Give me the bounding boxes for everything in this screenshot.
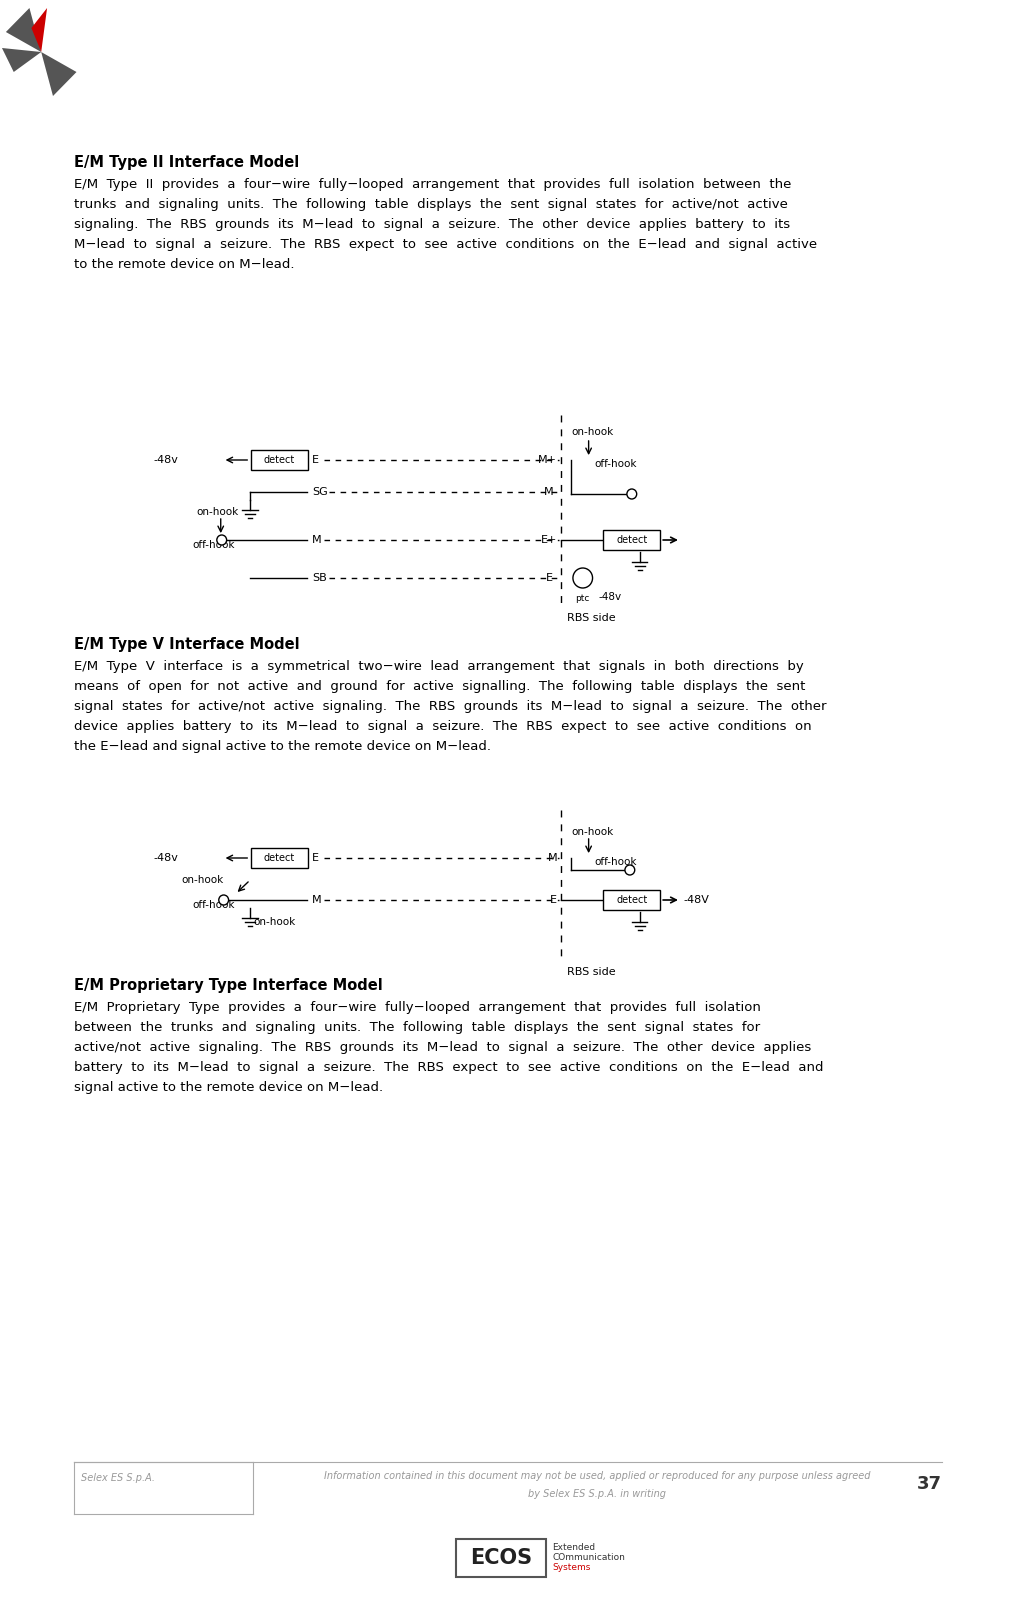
Text: off-hook: off-hook <box>192 899 235 911</box>
Text: E/M Type II Interface Model: E/M Type II Interface Model <box>74 155 299 170</box>
Text: signal active to the remote device on M−lead.: signal active to the remote device on M−… <box>74 1080 383 1093</box>
Text: Extended: Extended <box>552 1542 595 1552</box>
Text: E: E <box>550 894 557 906</box>
Text: RBS side: RBS side <box>567 612 616 624</box>
Text: off-hook: off-hook <box>192 540 235 550</box>
Text: by Selex ES S.p.A. in writing: by Selex ES S.p.A. in writing <box>529 1489 667 1499</box>
Text: COmmunication: COmmunication <box>552 1552 625 1561</box>
Text: E: E <box>312 853 319 862</box>
Text: on-hook: on-hook <box>182 875 224 885</box>
Bar <box>456 1539 546 1577</box>
Text: on-hook: on-hook <box>571 426 614 438</box>
Text: E/M Proprietary Type Interface Model: E/M Proprietary Type Interface Model <box>74 978 382 992</box>
Text: -48V: -48V <box>684 894 710 906</box>
Text: E-: E- <box>546 572 557 583</box>
Text: on-hook: on-hook <box>196 507 239 518</box>
Text: ptc: ptc <box>576 595 590 603</box>
Text: signal  states  for  active/not  active  signaling.  The  RBS  grounds  its  M−l: signal states for active/not active sign… <box>74 701 826 713</box>
Text: Systems: Systems <box>552 1563 591 1571</box>
Text: SB: SB <box>312 572 327 583</box>
Text: detect: detect <box>264 455 295 465</box>
Text: M: M <box>312 535 322 545</box>
Text: on-hook: on-hook <box>253 917 295 927</box>
Text: off-hook: off-hook <box>594 858 637 867</box>
Text: E/M Type V Interface Model: E/M Type V Interface Model <box>74 636 299 652</box>
Text: -48v: -48v <box>154 455 179 465</box>
Text: RBS side: RBS side <box>567 967 616 976</box>
Text: SG: SG <box>312 487 328 497</box>
Text: Information contained in this document may not be used, applied or reproduced fo: Information contained in this document m… <box>325 1472 871 1481</box>
Polygon shape <box>32 8 47 51</box>
Bar <box>251 848 308 867</box>
Text: detect: detect <box>616 894 647 906</box>
Text: trunks  and  signaling  units.  The  following  table  displays  the  sent  sign: trunks and signaling units. The followin… <box>74 199 787 212</box>
Text: E/M  Proprietary  Type  provides  a  four−wire  fully−looped  arrangement  that : E/M Proprietary Type provides a four−wir… <box>74 1000 761 1015</box>
Text: off-hook: off-hook <box>594 458 637 470</box>
Text: Selex ES S.p.A.: Selex ES S.p.A. <box>82 1473 155 1483</box>
Circle shape <box>216 535 227 545</box>
Text: active/not  active  signaling.  The  RBS  grounds  its  M−lead  to  signal  a  s: active/not active signaling. The RBS gro… <box>74 1040 811 1055</box>
Text: E: E <box>312 455 319 465</box>
Text: to the remote device on M−lead.: to the remote device on M−lead. <box>74 258 294 271</box>
Text: battery  to  its  M−lead  to  signal  a  seizure.  The  RBS  expect  to  see  ac: battery to its M−lead to signal a seizur… <box>74 1061 823 1074</box>
Polygon shape <box>41 51 77 96</box>
Text: M−lead  to  signal  a  seizure.  The  RBS  expect  to  see  active  conditions  : M−lead to signal a seizure. The RBS expe… <box>74 237 817 252</box>
Text: E/M  Type  II  provides  a  four−wire  fully−looped  arrangement  that  provides: E/M Type II provides a four−wire fully−l… <box>74 178 791 191</box>
Text: detect: detect <box>616 535 647 545</box>
Text: E/M  Type  V  interface  is  a  symmetrical  two−wire  lead  arrangement  that  : E/M Type V interface is a symmetrical tw… <box>74 660 804 673</box>
Text: M: M <box>547 853 557 862</box>
Bar <box>603 890 661 911</box>
Circle shape <box>627 489 637 499</box>
Text: M+: M+ <box>538 455 557 465</box>
Text: device  applies  battery  to  its  M−lead  to  signal  a  seizure.  The  RBS  ex: device applies battery to its M−lead to … <box>74 720 812 733</box>
Text: -48v: -48v <box>154 853 179 862</box>
Circle shape <box>573 567 592 588</box>
Text: E+: E+ <box>541 535 557 545</box>
Text: signaling.  The  RBS  grounds  its  M−lead  to  signal  a  seizure.  The  other : signaling. The RBS grounds its M−lead to… <box>74 218 789 231</box>
Text: ECOS: ECOS <box>471 1548 532 1568</box>
Circle shape <box>625 866 635 875</box>
Circle shape <box>218 894 229 906</box>
Text: M-: M- <box>543 487 557 497</box>
Bar <box>603 531 661 550</box>
Text: the E−lead and signal active to the remote device on M−lead.: the E−lead and signal active to the remo… <box>74 741 490 753</box>
Polygon shape <box>2 48 41 72</box>
Text: 37: 37 <box>917 1475 941 1492</box>
Bar <box>251 450 308 470</box>
Text: -48v: -48v <box>598 592 622 603</box>
Polygon shape <box>6 8 41 51</box>
Text: between  the  trunks  and  signaling  units.  The  following  table  displays  t: between the trunks and signaling units. … <box>74 1021 760 1034</box>
Text: M: M <box>312 894 322 906</box>
Text: means  of  open  for  not  active  and  ground  for  active  signalling.  The  f: means of open for not active and ground … <box>74 680 805 692</box>
Text: detect: detect <box>264 853 295 862</box>
Text: on-hook: on-hook <box>571 827 614 837</box>
